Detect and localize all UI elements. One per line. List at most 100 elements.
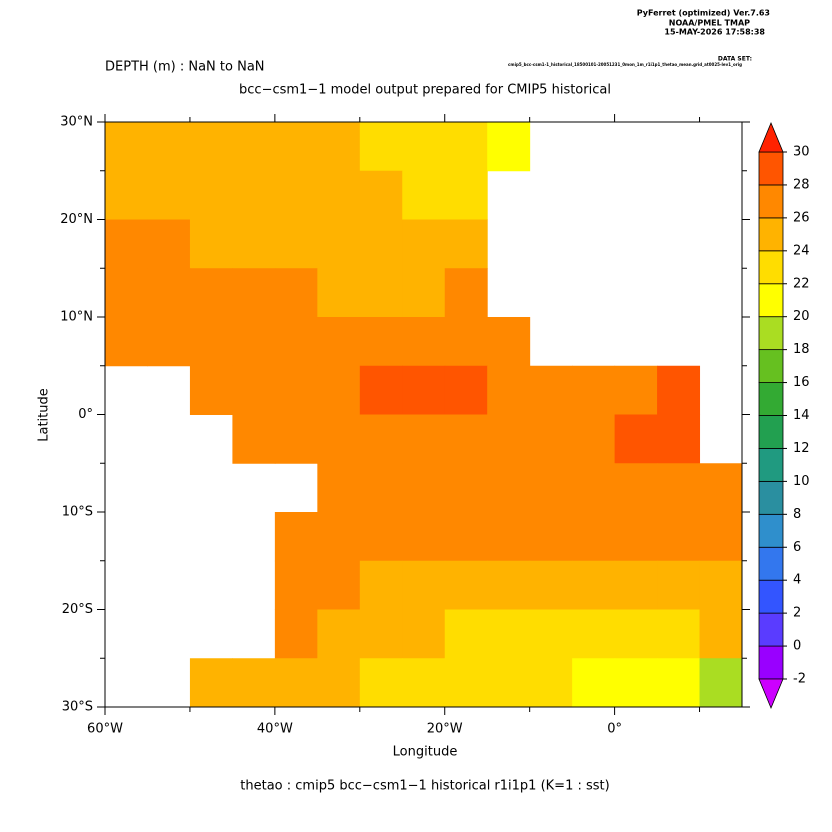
cell [274,219,318,269]
cell [529,560,573,610]
cell [572,463,616,513]
software: PyFerret (optimized) Ver.7.63 [637,9,770,18]
cell [657,365,701,415]
cell [147,122,191,172]
cell [529,463,573,513]
cell [444,170,488,220]
cell [359,122,403,172]
cell [359,317,403,367]
cell [147,317,191,367]
colorbar-label: 14 [793,408,810,423]
cell [402,609,446,659]
cell [274,268,318,318]
cell [529,609,573,659]
cell [699,609,743,659]
cell [402,170,446,220]
cell [614,512,658,562]
cell [487,560,531,610]
cell [232,219,276,269]
cell [699,463,743,513]
colorbar-box [758,250,784,285]
x-axis-label: Longitude [393,745,458,760]
x-tick-label: 0° [607,722,622,737]
colorbar-box [758,415,784,449]
cell [359,219,403,269]
cell [359,414,403,464]
cell [572,560,616,610]
cell [487,609,531,659]
cell [232,658,276,708]
cell [444,365,488,415]
cell [614,463,658,513]
colorbar-label: 22 [793,276,810,291]
dataset-label: DATA SET: [718,56,752,63]
cell [189,219,233,269]
cell [402,463,446,513]
colorbar-box [758,612,784,647]
colorbar-box [758,480,784,515]
cell [189,365,233,415]
cell [487,414,531,464]
cell [699,560,743,610]
y-tick-label: 20°N [60,212,93,227]
cell [572,414,616,464]
x-tick-label: 60°W [87,722,123,737]
cell [444,658,488,708]
cell [232,122,276,172]
x-tick-label: 20°W [427,722,463,737]
cell [657,658,701,708]
cell [657,560,701,610]
colorbar-extend-top [758,121,784,153]
colorbar-box [758,283,784,318]
cell [359,463,403,513]
cell [189,317,233,367]
cell [402,219,446,269]
cell [274,170,318,220]
cell [444,463,488,513]
cell [232,414,276,464]
cell [274,414,318,464]
cell [232,365,276,415]
y-tick-label: 10°S [62,505,93,520]
cell [699,658,743,708]
cell [232,317,276,367]
cell [317,658,361,708]
cell [487,658,531,708]
cell [232,170,276,220]
cell [359,170,403,220]
cell [189,658,233,708]
cell [317,365,361,415]
cell [359,365,403,415]
chart-title: DEPTH (m) : NaN to NaN [105,60,265,75]
cell [274,512,318,562]
cell [317,219,361,269]
colorbar-box [758,579,784,614]
cell [147,219,191,269]
colorbar-label: 30 [793,145,810,160]
cell [529,658,573,708]
cell [402,122,446,172]
cell [359,512,403,562]
cell [614,414,658,464]
y-tick-label: 20°S [62,602,93,617]
cell [274,365,318,415]
cell [444,122,488,172]
cell [444,268,488,318]
colorbar-label: 12 [793,441,810,456]
cell [444,414,488,464]
cell [529,414,573,464]
cell [614,365,658,415]
cell [487,317,531,367]
cell [317,317,361,367]
colorbar-box [758,349,784,383]
cell [359,658,403,708]
colorbar-box [758,316,784,351]
timestamp: 15-MAY-2026 17:58:38 [664,28,765,37]
colorbar-label: 2 [793,606,801,621]
cell [614,560,658,610]
cell [657,512,701,562]
cell [487,122,531,172]
cell [487,463,531,513]
cell [487,512,531,562]
